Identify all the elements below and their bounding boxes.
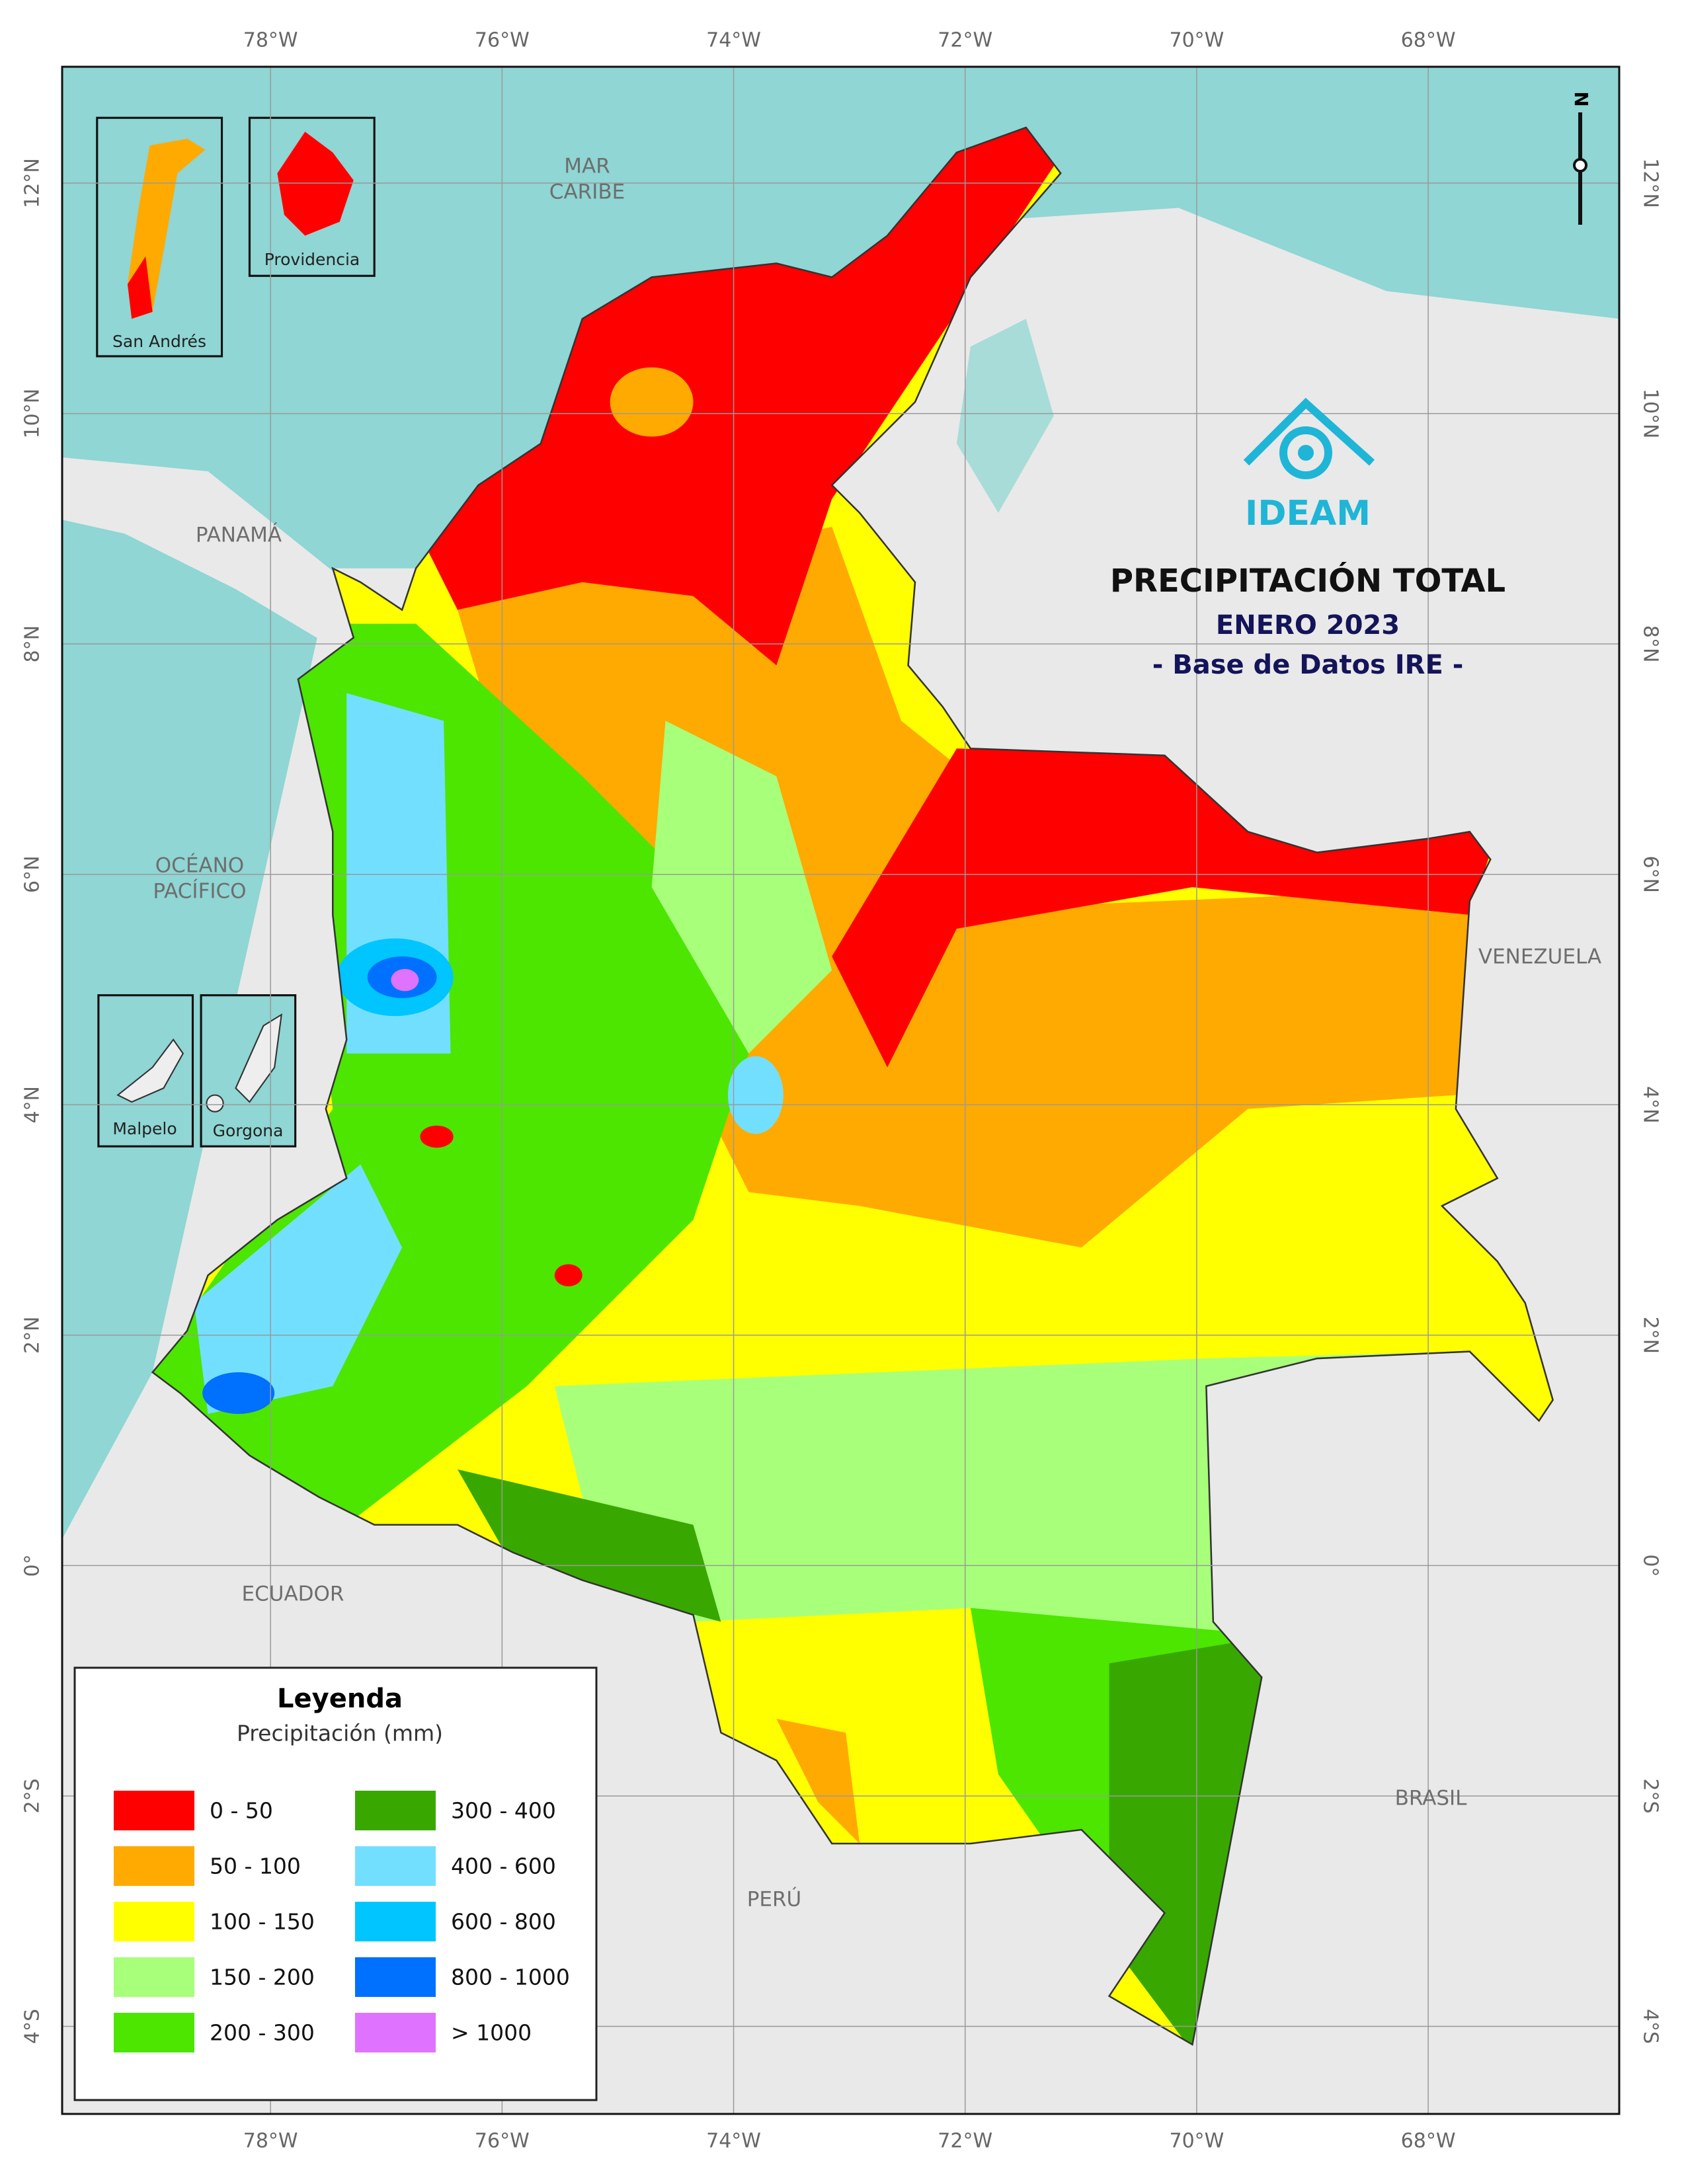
lat-tick-label: 4°N bbox=[1639, 1086, 1662, 1124]
lat-tick-label: 8°N bbox=[21, 625, 44, 663]
legend-label: 600 - 800 bbox=[451, 1909, 556, 1935]
legend-swatch bbox=[114, 1846, 194, 1886]
legend: Leyenda Precipitación (mm) 0 - 50 50 - 10… bbox=[73, 1666, 598, 2101]
legend-swatch bbox=[355, 1846, 436, 1886]
place-label: PANAMÁ bbox=[196, 524, 282, 547]
legend-label: 100 - 150 bbox=[210, 1909, 315, 1935]
lat-tick-label: 8°N bbox=[1639, 625, 1662, 663]
lat-tick-label: 0° bbox=[21, 1554, 44, 1577]
lat-tick-label: 4°S bbox=[21, 2009, 44, 2044]
lon-tick-label: 74°W bbox=[706, 29, 761, 52]
place-label: MAR bbox=[564, 155, 610, 178]
logo-text: IDEAM bbox=[1245, 494, 1371, 533]
source: - Base de Datos IRE - bbox=[1152, 650, 1464, 680]
panama-land bbox=[62, 457, 417, 652]
subtitle: ENERO 2023 bbox=[1216, 610, 1400, 641]
lon-tick-label: 72°W bbox=[938, 2130, 992, 2153]
lat-tick-label: 6°N bbox=[21, 855, 44, 893]
legend-swatch bbox=[114, 1957, 194, 1997]
logo-swirl bbox=[1279, 426, 1332, 479]
legend-label: > 1000 bbox=[451, 2020, 532, 2046]
lon-tick-label: 76°W bbox=[475, 29, 530, 52]
lon-tick-label: 68°W bbox=[1401, 2130, 1456, 2153]
inset-label: Malpelo bbox=[112, 1119, 177, 1138]
lon-tick-label: 68°W bbox=[1401, 29, 1456, 52]
lat-tick-label: 2°N bbox=[1639, 1317, 1662, 1354]
lon-tick-label: 72°W bbox=[938, 29, 992, 52]
legend-label: 300 - 400 bbox=[451, 1798, 556, 1824]
lon-tick-label: 78°W bbox=[243, 2130, 298, 2153]
legend-label: 0 - 50 bbox=[210, 1798, 273, 1824]
inset-label: San Andrés bbox=[112, 332, 206, 351]
legend-swatch bbox=[355, 1791, 436, 1830]
lat-tick-label: 2°S bbox=[21, 1778, 44, 1813]
inset-labels: San Andrés Providencia Malpelo Gorgona bbox=[112, 250, 360, 1140]
legend-label: 50 - 100 bbox=[210, 1853, 301, 1879]
inset-label: Providencia bbox=[264, 250, 360, 269]
legend-subtitle: Precipitación (mm) bbox=[237, 1721, 443, 1746]
lat-tick-label: 4°S bbox=[1639, 2009, 1662, 2044]
lat-tick-label: 2°N bbox=[21, 1317, 44, 1354]
graticule bbox=[62, 67, 1619, 2114]
gorgona-island bbox=[235, 1013, 283, 1103]
lon-tick-label: 76°W bbox=[475, 2130, 530, 2153]
legend-swatch bbox=[114, 2013, 194, 2052]
legend-label: 400 - 600 bbox=[451, 1853, 556, 1879]
legend-swatch bbox=[114, 1902, 194, 1941]
place-label: PACÍFICO bbox=[153, 880, 246, 904]
lat-tick-label: 2°S bbox=[1639, 1778, 1662, 1813]
lon-tick-label: 70°W bbox=[1169, 29, 1224, 52]
place-label: CARIBE bbox=[549, 180, 625, 204]
legend-label: 800 - 1000 bbox=[451, 1965, 570, 1990]
place-label: VENEZUELA bbox=[1478, 945, 1601, 969]
lat-tick-label: 12°N bbox=[1639, 158, 1662, 208]
legend-swatch bbox=[355, 1957, 436, 1997]
lat-tick-label: 12°N bbox=[21, 158, 44, 208]
map-frame bbox=[61, 65, 1621, 2115]
place-label: PERÚ bbox=[747, 1887, 802, 1912]
lat-tick-label: 4°N bbox=[21, 1086, 44, 1124]
lat-tick-label: 0° bbox=[1639, 1554, 1662, 1577]
logo-roof bbox=[1243, 397, 1375, 466]
lake bbox=[956, 319, 1054, 513]
place-labels: MAR CARIBE PANAMÁ OCÉANO PACÍFICO VENEZU… bbox=[153, 155, 1601, 1912]
malpelo-island bbox=[116, 1038, 184, 1103]
place-label: ECUADOR bbox=[242, 1582, 344, 1606]
legend-title: Leyenda bbox=[277, 1684, 403, 1714]
legend-label: 150 - 200 bbox=[210, 1965, 315, 1990]
north-arrow: N bbox=[1570, 91, 1592, 225]
lon-tick-label: 74°W bbox=[706, 2130, 761, 2153]
lat-tick-label: 6°N bbox=[1639, 855, 1662, 893]
legend-swatch bbox=[114, 1791, 194, 1830]
place-label: BRASIL bbox=[1395, 1787, 1468, 1811]
legend-swatch bbox=[355, 2013, 436, 2052]
islet bbox=[206, 1094, 224, 1112]
legend-label: 200 - 300 bbox=[210, 2020, 315, 2046]
lat-tick-label: 10°N bbox=[21, 389, 44, 439]
lat-tick-label: 10°N bbox=[1639, 389, 1662, 439]
inset-label: Gorgona bbox=[213, 1121, 284, 1140]
place-label: OCÉANO bbox=[155, 854, 244, 878]
lon-tick-label: 78°W bbox=[243, 29, 298, 52]
legend-swatch bbox=[355, 1902, 436, 1941]
title: PRECIPITACIÓN TOTAL bbox=[1110, 562, 1505, 600]
lon-tick-label: 70°W bbox=[1169, 2130, 1224, 2153]
providencia-island bbox=[277, 132, 354, 236]
logo: IDEAM bbox=[1243, 397, 1375, 533]
north-label: N bbox=[1570, 91, 1592, 106]
logo-eye bbox=[1298, 445, 1314, 461]
island-patch bbox=[127, 256, 153, 319]
